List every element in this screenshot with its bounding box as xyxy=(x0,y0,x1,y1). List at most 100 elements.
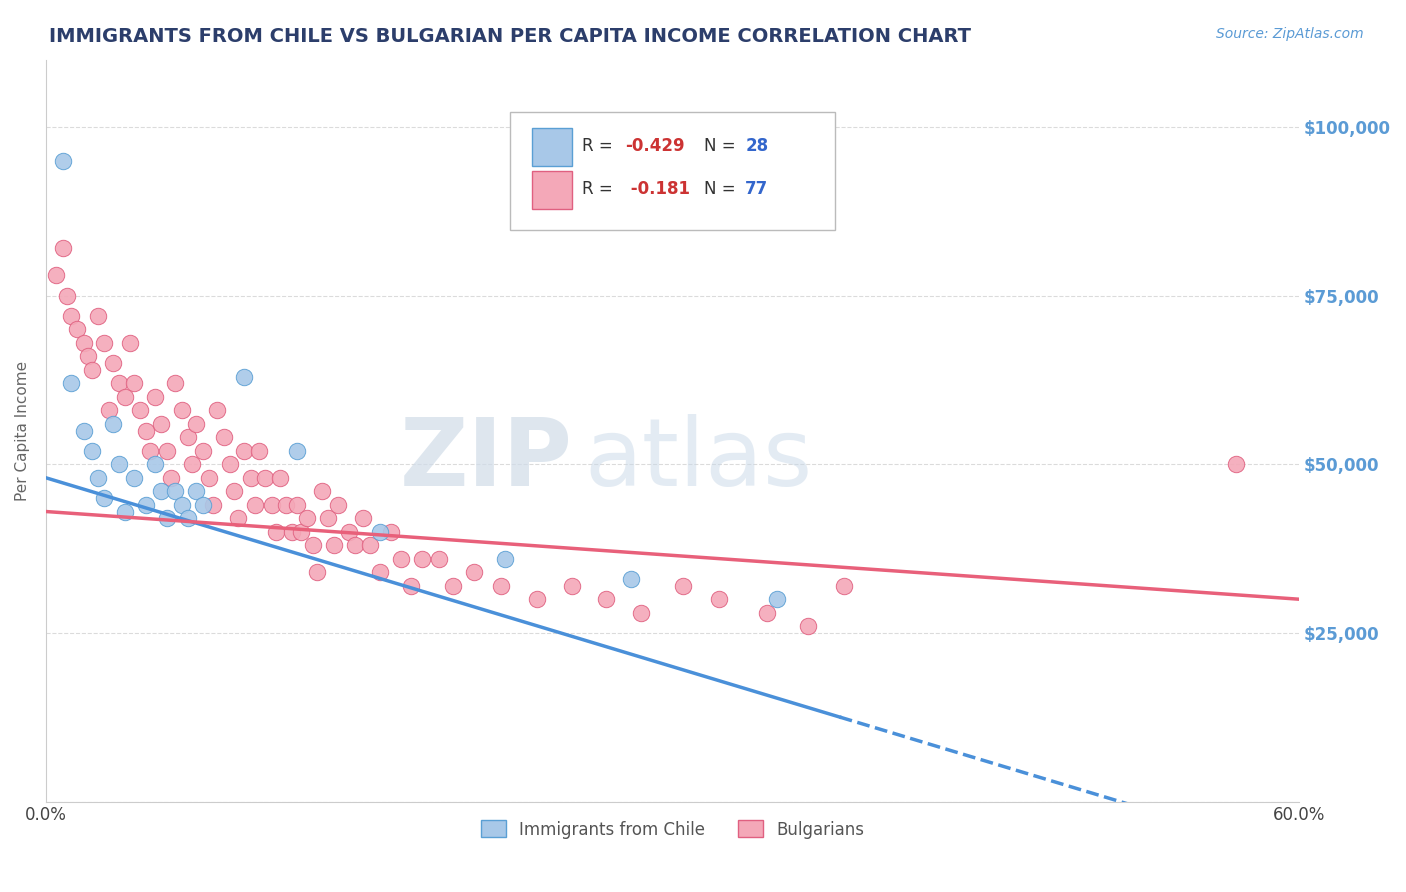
Point xyxy=(491,579,513,593)
Point xyxy=(186,417,208,431)
Point xyxy=(191,443,214,458)
Point xyxy=(66,322,89,336)
Text: -0.429: -0.429 xyxy=(624,137,685,155)
Point xyxy=(380,524,402,539)
Text: N =: N = xyxy=(704,180,741,198)
Point xyxy=(160,471,183,485)
Point xyxy=(766,592,789,607)
Point xyxy=(411,551,433,566)
Y-axis label: Per Capita Income: Per Capita Income xyxy=(15,360,30,500)
Point xyxy=(595,592,617,607)
Point xyxy=(118,335,141,350)
Point xyxy=(139,443,162,458)
Point xyxy=(307,566,329,580)
Point xyxy=(165,484,187,499)
Text: 77: 77 xyxy=(745,180,769,198)
Point xyxy=(101,417,124,431)
Point xyxy=(52,153,75,168)
Point xyxy=(222,484,245,499)
Point xyxy=(170,403,193,417)
Point xyxy=(797,619,820,633)
Point xyxy=(122,376,145,391)
Point xyxy=(389,551,412,566)
Point xyxy=(52,242,75,256)
Point xyxy=(323,538,346,552)
Point xyxy=(285,443,308,458)
Point xyxy=(56,288,79,302)
Point xyxy=(620,572,643,586)
Point xyxy=(233,369,256,384)
Point xyxy=(463,566,485,580)
Point xyxy=(328,498,350,512)
Point xyxy=(60,309,83,323)
Point xyxy=(630,606,652,620)
Legend: Immigrants from Chile, Bulgarians: Immigrants from Chile, Bulgarians xyxy=(474,814,872,846)
Point xyxy=(177,430,200,444)
Point xyxy=(316,511,339,525)
Text: Source: ZipAtlas.com: Source: ZipAtlas.com xyxy=(1216,27,1364,41)
Point xyxy=(97,403,120,417)
Text: atlas: atlas xyxy=(585,414,813,507)
Point xyxy=(368,524,391,539)
Point xyxy=(239,471,262,485)
Point xyxy=(368,566,391,580)
Point xyxy=(149,484,172,499)
Text: -0.181: -0.181 xyxy=(624,180,690,198)
Point xyxy=(45,268,67,283)
Point xyxy=(108,376,131,391)
Point xyxy=(93,335,115,350)
Point xyxy=(156,511,179,525)
FancyBboxPatch shape xyxy=(509,112,835,230)
Point xyxy=(254,471,277,485)
Point xyxy=(285,498,308,512)
Text: R =: R = xyxy=(582,180,619,198)
Point xyxy=(427,551,450,566)
Point xyxy=(181,458,204,472)
Point xyxy=(143,390,166,404)
Text: 28: 28 xyxy=(745,137,768,155)
Point xyxy=(276,498,298,512)
Point xyxy=(72,424,94,438)
Point xyxy=(114,504,136,518)
Point xyxy=(233,443,256,458)
Point xyxy=(170,498,193,512)
Point xyxy=(186,484,208,499)
Point xyxy=(526,592,548,607)
Point xyxy=(207,403,229,417)
Text: IMMIGRANTS FROM CHILE VS BULGARIAN PER CAPITA INCOME CORRELATION CHART: IMMIGRANTS FROM CHILE VS BULGARIAN PER C… xyxy=(49,27,972,45)
Point xyxy=(832,579,855,593)
Text: ZIP: ZIP xyxy=(399,414,572,507)
Point xyxy=(135,498,157,512)
Point xyxy=(311,484,333,499)
Point xyxy=(101,356,124,370)
Point xyxy=(165,376,187,391)
Point xyxy=(108,458,131,472)
Point xyxy=(198,471,221,485)
Point xyxy=(87,471,110,485)
Point xyxy=(269,471,291,485)
Point xyxy=(80,363,103,377)
Point xyxy=(135,424,157,438)
Point xyxy=(129,403,152,417)
Point xyxy=(707,592,730,607)
Point xyxy=(122,471,145,485)
Point xyxy=(80,443,103,458)
Point xyxy=(143,458,166,472)
Point xyxy=(260,498,283,512)
Point xyxy=(156,443,179,458)
Point xyxy=(247,443,270,458)
Point xyxy=(401,579,423,593)
Point xyxy=(149,417,172,431)
Point xyxy=(72,335,94,350)
Point xyxy=(672,579,695,593)
Point xyxy=(441,579,464,593)
Point xyxy=(295,511,318,525)
Point xyxy=(755,606,778,620)
Point xyxy=(202,498,225,512)
Point xyxy=(344,538,367,552)
Point xyxy=(359,538,381,552)
Point xyxy=(114,390,136,404)
Point xyxy=(212,430,235,444)
Point xyxy=(302,538,325,552)
Point xyxy=(60,376,83,391)
